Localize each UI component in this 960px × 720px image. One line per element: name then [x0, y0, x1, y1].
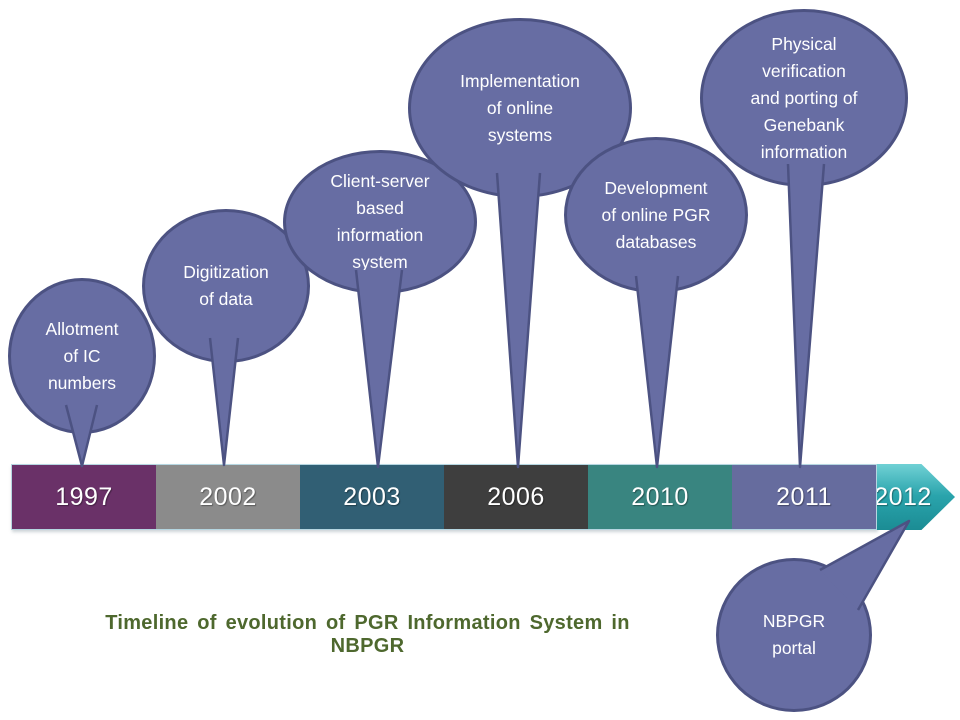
year-2006: 2006 — [487, 482, 545, 511]
segment-2006: 2006 — [444, 465, 588, 529]
year-2010: 2010 — [631, 482, 689, 511]
segment-2003: 2003 — [300, 465, 444, 529]
balloon-2010: Development of online PGR databases — [564, 137, 748, 293]
balloon-2012: NBPGR portal — [716, 558, 872, 712]
balloon-2006-label: Implementation of online systems — [460, 70, 580, 145]
segment-2012-arrow: 2012 — [877, 464, 955, 530]
year-1997: 1997 — [55, 482, 113, 511]
balloon-2002: Digitization of data — [142, 209, 310, 363]
segment-2011: 2011 — [732, 465, 876, 529]
year-2012: 2012 — [874, 482, 932, 511]
segment-2002: 2002 — [156, 465, 300, 529]
tail-2006-icon — [495, 172, 542, 469]
tail-2003-icon — [354, 269, 404, 469]
year-2003: 2003 — [343, 482, 401, 511]
segment-1997: 1997 — [12, 465, 156, 529]
tail-2010-icon — [634, 275, 680, 469]
timeline-bar: 1997 2002 2003 2006 2010 2011 — [11, 464, 877, 530]
balloon-2011: Physical verification and porting of Gen… — [700, 9, 908, 187]
balloon-2003-label: Client-server based information system — [330, 171, 430, 272]
segment-2010: 2010 — [588, 465, 732, 529]
balloon-2002-label: Digitization of data — [183, 262, 269, 309]
slide-caption: Timeline of evolution of PGR Information… — [105, 612, 630, 657]
balloon-2011-label: Physical verification and porting of Gen… — [750, 33, 858, 162]
balloon-2012-label: NBPGR portal — [762, 611, 826, 658]
year-2002: 2002 — [199, 482, 257, 511]
year-2011: 2011 — [776, 482, 832, 511]
balloon-1997: Allotment of IC numbers — [8, 278, 156, 434]
tail-2011-icon — [786, 163, 826, 469]
balloon-1997-label: Allotment of IC numbers — [45, 318, 119, 393]
balloon-2010-label: Development of online PGR databases — [601, 177, 711, 252]
